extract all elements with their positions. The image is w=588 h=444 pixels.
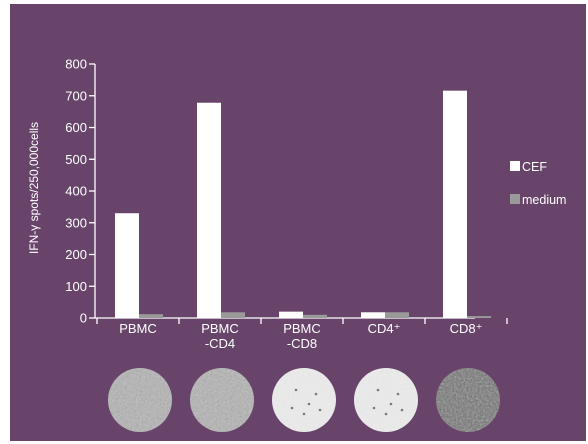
y-axis-label: IFN-γ spots/250,000cells (27, 122, 41, 254)
bar-cef-0 (115, 213, 139, 318)
y-tick-label: 100 (65, 279, 87, 294)
y-tick-label: 400 (65, 184, 87, 199)
chart-panel (10, 4, 586, 441)
well-spot (376, 388, 380, 392)
bar-cef-3 (361, 312, 385, 318)
well-image-1 (190, 368, 254, 432)
legend-swatch-cef (510, 161, 520, 171)
well-spot (307, 402, 311, 406)
well-spot (389, 402, 393, 406)
x-tick-label: CD8⁺ (450, 321, 483, 336)
x-tick-label: PBMC -CD4 (201, 321, 239, 351)
bar-medium-2 (303, 314, 327, 318)
y-tick-label: 200 (65, 247, 87, 262)
bar-cef-1 (197, 102, 221, 318)
x-tick-label: PBMC (119, 321, 157, 336)
well-image-3 (354, 368, 418, 432)
well-spot (384, 412, 388, 416)
well-spot (318, 408, 322, 412)
well-spot (302, 412, 306, 416)
well-images (108, 368, 500, 432)
well-spot (372, 406, 376, 410)
y-tick-label: 500 (65, 152, 87, 167)
x-tick-label: PBMC -CD8 (283, 321, 321, 351)
well-image-4 (436, 368, 500, 432)
well-image-2 (272, 368, 336, 432)
bar-cef-2 (279, 311, 303, 318)
well-texture (108, 368, 172, 432)
bar-medium-3 (385, 312, 409, 318)
legend-swatch-medium (510, 194, 520, 204)
legend: CEF medium (510, 160, 566, 207)
bar-cef-4 (443, 90, 467, 318)
well-spot (396, 392, 400, 396)
well-spot (290, 406, 294, 410)
bar-medium-0 (139, 314, 163, 318)
y-tick-label: 700 (65, 88, 87, 103)
legend-label-medium: medium (522, 193, 566, 207)
y-tick-label: 300 (65, 215, 87, 230)
legend-label-cef: CEF (522, 160, 547, 174)
well-spot (400, 408, 404, 412)
well-image-0 (108, 368, 172, 432)
x-tick-label: CD4⁺ (368, 321, 401, 336)
well-texture (272, 368, 336, 432)
y-axis: 0 100 200 300 400 500 600 700 800 (65, 57, 96, 326)
bar-medium-1 (221, 312, 245, 318)
y-tick-label: 800 (65, 57, 87, 72)
bars (115, 90, 491, 318)
y-tick-label: 600 (65, 120, 87, 135)
well-texture (354, 368, 418, 432)
well-texture (190, 368, 254, 432)
well-texture (436, 368, 500, 432)
x-axis: PBMC PBMC -CD4 PBMC -CD8 CD4⁺ CD8⁺ (95, 317, 508, 351)
bar-medium-4 (467, 316, 491, 318)
well-spot (294, 388, 298, 392)
y-tick-label: 0 (80, 311, 87, 326)
well-spot (314, 392, 318, 396)
